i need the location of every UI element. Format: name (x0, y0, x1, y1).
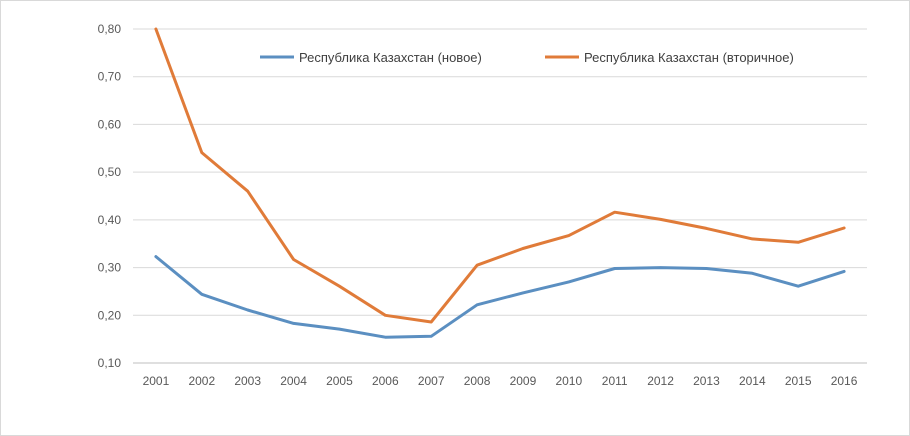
series-line-1 (154, 27, 846, 324)
x-tick-label: 2011 (602, 374, 628, 388)
series-line-0 (154, 255, 846, 339)
x-tick-label: 2004 (280, 374, 307, 388)
data-point (292, 322, 295, 325)
y-tick-label: 0,60 (98, 117, 122, 131)
data-point (796, 241, 800, 244)
x-tick-label: 2006 (372, 374, 399, 388)
data-point (292, 258, 295, 261)
y-tick-label: 0,30 (98, 261, 122, 275)
data-point (751, 272, 754, 275)
x-tick-label: 2008 (464, 374, 491, 388)
data-point (384, 336, 387, 339)
data-point (429, 320, 433, 324)
data-point (659, 218, 662, 221)
x-tick-label: 2012 (647, 374, 674, 388)
data-point (200, 293, 204, 296)
x-tick-label: 2001 (143, 374, 170, 388)
x-tick-label: 2013 (693, 374, 720, 388)
data-point (338, 284, 341, 288)
data-point (154, 255, 158, 258)
x-tick-label: 2003 (234, 374, 261, 388)
x-tick-label: 2010 (555, 374, 582, 388)
data-point (659, 266, 662, 269)
data-point (705, 227, 708, 230)
y-tick-label: 0,10 (98, 356, 122, 370)
legend-item-1: Республика Казахстан (вторичное) (545, 50, 794, 65)
series-lines (154, 27, 846, 339)
y-tick-label: 0,40 (98, 213, 122, 227)
data-point (384, 314, 387, 317)
x-tick-label: 2007 (418, 374, 445, 388)
x-tick-label: 2014 (739, 374, 766, 388)
x-tick-label: 2016 (831, 374, 858, 388)
data-point (154, 27, 158, 31)
legend-item-0: Республика Казахстан (новое) (260, 50, 482, 65)
y-tick-label: 0,20 (98, 308, 122, 322)
data-point (613, 267, 616, 270)
gridlines (133, 28, 867, 364)
data-point (751, 237, 754, 241)
data-point (429, 335, 433, 338)
data-point (200, 151, 204, 154)
data-point (842, 270, 846, 273)
data-point (796, 284, 800, 288)
legend-label: Республика Казахстан (вторичное) (584, 50, 794, 65)
x-tick-label: 2009 (510, 374, 537, 388)
x-tick-label: 2005 (326, 374, 353, 388)
data-point (613, 211, 616, 214)
data-point (521, 291, 525, 295)
data-point (567, 234, 571, 237)
x-axis-ticks: 2001 2002 2003 2004 2005 2006 2007 2008 2009 2010… (143, 374, 858, 388)
data-point (475, 263, 479, 267)
data-point (842, 226, 846, 230)
y-axis-ticks: 0,10 0,20 0,30 0,40 0,50 0,60 0,70 0,80 (98, 22, 122, 370)
data-point (338, 327, 341, 331)
data-point (567, 280, 571, 284)
y-tick-label: 0,50 (98, 165, 122, 179)
data-point (246, 308, 249, 312)
y-tick-label: 0,70 (98, 70, 122, 84)
legend-label: Республика Казахстан (новое) (299, 50, 482, 65)
data-point (246, 190, 249, 193)
x-tick-label: 2015 (785, 374, 812, 388)
legend: Республика Казахстан (новое) Республика … (260, 50, 794, 65)
data-point (705, 267, 708, 270)
x-tick-label: 2002 (188, 374, 215, 388)
data-point (521, 247, 525, 250)
y-tick-label: 0,80 (98, 22, 122, 36)
data-point (475, 303, 479, 306)
